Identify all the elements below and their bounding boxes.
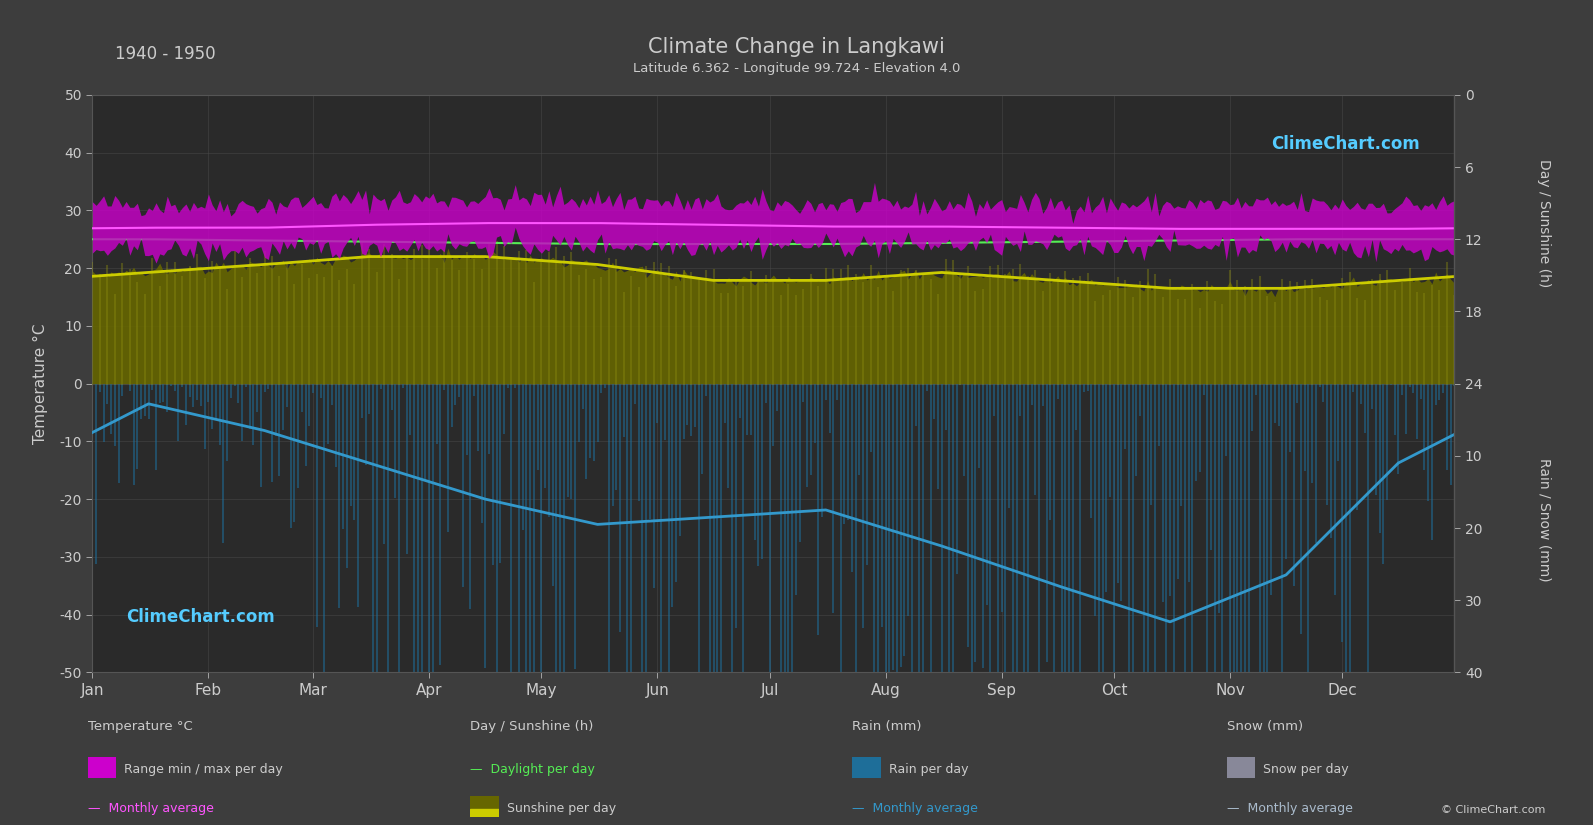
Text: Climate Change in Langkawi: Climate Change in Langkawi: [648, 37, 945, 57]
Text: Day / Sunshine (h): Day / Sunshine (h): [1537, 158, 1552, 287]
Text: Temperature °C: Temperature °C: [88, 720, 193, 733]
Text: ClimeChart.com: ClimeChart.com: [1271, 135, 1421, 153]
Text: Rain / Snow (mm): Rain / Snow (mm): [1537, 458, 1552, 582]
Text: —  Monthly average: — Monthly average: [852, 802, 978, 815]
Text: —  Monthly average: — Monthly average: [1227, 802, 1352, 815]
Text: Sunshine per day: Sunshine per day: [507, 802, 616, 815]
Text: © ClimeChart.com: © ClimeChart.com: [1440, 805, 1545, 815]
Text: Range min / max per day: Range min / max per day: [124, 763, 284, 776]
Text: Snow per day: Snow per day: [1263, 763, 1349, 776]
Text: Snow (mm): Snow (mm): [1227, 720, 1303, 733]
Bar: [470, 808, 499, 817]
Y-axis label: Temperature °C: Temperature °C: [33, 323, 48, 444]
Text: Latitude 6.362 - Longitude 99.724 - Elevation 4.0: Latitude 6.362 - Longitude 99.724 - Elev…: [632, 62, 961, 75]
Text: Day / Sunshine (h): Day / Sunshine (h): [470, 720, 593, 733]
Text: Rain per day: Rain per day: [889, 763, 969, 776]
Text: —  Monthly average: — Monthly average: [88, 802, 213, 815]
Text: Rain (mm): Rain (mm): [852, 720, 922, 733]
Text: ClimeChart.com: ClimeChart.com: [126, 608, 276, 626]
Text: —  Daylight per day: — Daylight per day: [470, 763, 594, 776]
Text: 1940 - 1950: 1940 - 1950: [115, 45, 215, 64]
